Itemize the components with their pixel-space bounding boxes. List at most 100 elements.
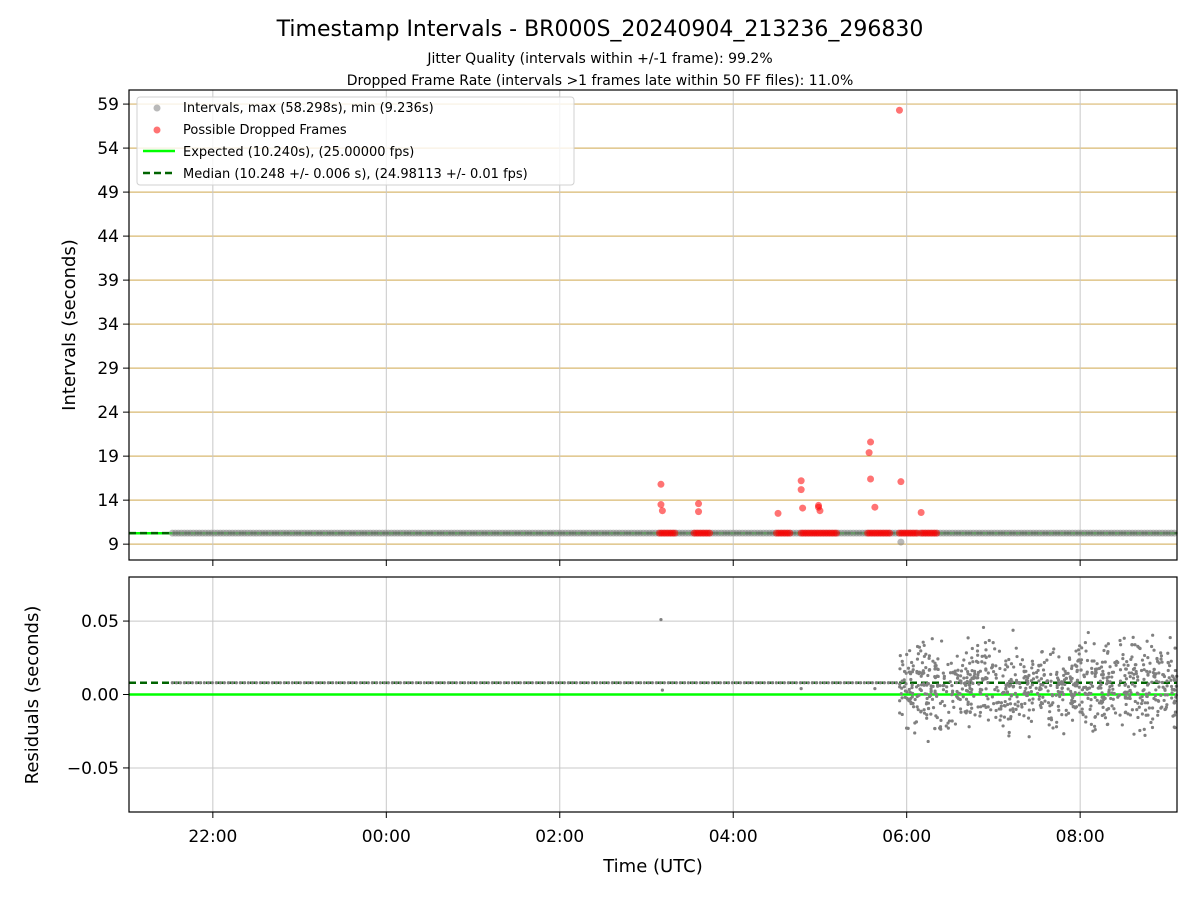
residual-point <box>838 681 842 685</box>
residual-point <box>1031 708 1035 712</box>
residual-point <box>1099 686 1103 690</box>
residual-point <box>1066 711 1071 715</box>
residual-point <box>802 681 806 685</box>
residual-point <box>1075 669 1079 674</box>
residual-point <box>1123 673 1127 678</box>
residual-point <box>984 687 988 691</box>
residual-point <box>1112 691 1116 696</box>
residual-point <box>654 681 658 685</box>
bottom-ytick-label: −0.05 <box>67 759 119 779</box>
residual-point <box>959 681 963 685</box>
residual-point <box>1102 648 1106 653</box>
dropped-frame-point <box>933 529 941 537</box>
residual-point <box>970 656 974 660</box>
residual-point <box>1101 705 1105 710</box>
residual-point <box>226 681 230 685</box>
residual-point <box>1143 701 1147 705</box>
residual-point <box>1093 714 1098 719</box>
residual-point <box>1051 726 1055 730</box>
residual-point <box>933 661 937 665</box>
residual-point <box>526 681 530 685</box>
residual-point <box>1031 697 1035 701</box>
residual-point <box>1170 696 1174 700</box>
bottom-y-ticks: −0.05 0.00 0.05 <box>67 612 129 779</box>
residual-point <box>935 667 939 671</box>
residual-point <box>490 681 494 685</box>
residual-point <box>658 681 662 685</box>
residual-point <box>966 700 970 704</box>
residual-point <box>450 681 454 685</box>
residual-point <box>1107 690 1111 694</box>
dropped-frame-point <box>886 529 894 537</box>
residual-point <box>950 683 954 688</box>
residual-point <box>968 690 972 695</box>
residual-point <box>1092 724 1097 728</box>
residual-point <box>1049 679 1053 683</box>
residual-point <box>1029 719 1034 723</box>
residual-point <box>1014 678 1019 682</box>
residual-point <box>1130 682 1134 686</box>
residual-point <box>1028 685 1032 689</box>
residual-point <box>1064 708 1068 712</box>
dropped-frame-point <box>799 504 807 512</box>
residual-point <box>1129 671 1134 675</box>
residual-point <box>900 696 904 700</box>
residual-point <box>959 710 963 714</box>
residual-point <box>1014 646 1018 650</box>
residual-point <box>206 681 210 685</box>
residual-point <box>911 668 915 672</box>
residual-point <box>1107 671 1111 675</box>
residual-point <box>178 681 182 685</box>
top-y-ticks: 9 14 19 24 29 34 39 44 49 54 59 <box>97 95 129 555</box>
residual-point <box>566 681 570 685</box>
residual-point <box>1037 694 1042 698</box>
residual-point <box>984 648 988 652</box>
residual-point <box>1118 679 1123 683</box>
residual-point <box>1030 701 1034 705</box>
residual-point <box>1041 668 1046 672</box>
residual-point <box>979 705 983 709</box>
residual-point <box>1090 671 1094 675</box>
residual-point <box>926 681 931 686</box>
residual-point <box>1073 663 1077 667</box>
residual-point <box>996 700 1001 704</box>
residual-point <box>986 718 991 722</box>
residual-point <box>926 706 931 711</box>
residual-point <box>1095 667 1099 671</box>
residual-point <box>1024 686 1028 690</box>
residual-point <box>966 636 970 640</box>
residual-point <box>989 708 993 712</box>
residual-point <box>1037 688 1042 692</box>
residual-point <box>971 676 975 680</box>
residual-point <box>478 681 482 685</box>
residual-point <box>1002 703 1006 708</box>
dropped-frame-point <box>671 529 679 537</box>
residual-point <box>722 681 726 685</box>
residual-point <box>925 713 929 717</box>
residual-point <box>921 640 925 644</box>
residual-point <box>394 681 398 685</box>
residual-point <box>298 681 302 685</box>
residual-point <box>1079 661 1083 665</box>
residual-point <box>834 681 838 685</box>
residual-point <box>794 681 798 685</box>
residual-point <box>1011 707 1015 711</box>
top-ytick-label: 54 <box>97 139 119 159</box>
residual-point <box>930 637 934 641</box>
residual-point <box>1172 701 1177 705</box>
residual-point <box>1100 673 1104 677</box>
dropped-frame-point <box>865 449 873 457</box>
residual-point <box>1128 713 1133 717</box>
residual-point <box>1030 683 1034 687</box>
residual-point <box>690 681 694 685</box>
residual-point <box>806 681 810 685</box>
bottom-xtick-label: 22:00 <box>188 827 237 847</box>
residual-point <box>1085 672 1089 676</box>
residual-point <box>906 726 910 730</box>
residual-point <box>1135 708 1139 712</box>
residual-point <box>991 669 996 674</box>
residual-point <box>1035 675 1039 679</box>
legend-label-expected: Expected (10.240s), (25.00000 fps) <box>183 145 414 160</box>
residual-point <box>1069 679 1073 683</box>
residual-point <box>1055 685 1059 690</box>
